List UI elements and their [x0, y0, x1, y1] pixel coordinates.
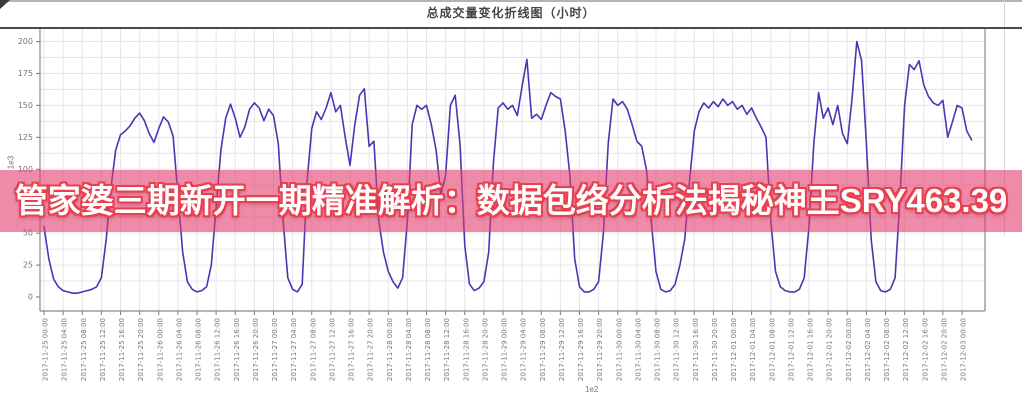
svg-text:2017-11-27 04:00: 2017-11-27 04:00 — [290, 318, 298, 381]
svg-text:100: 100 — [18, 165, 33, 174]
svg-text:2017-12-02 08:00: 2017-12-02 08:00 — [883, 318, 891, 381]
svg-text:2017-11-30 16:00: 2017-11-30 16:00 — [692, 318, 700, 381]
svg-text:2017-11-29 16:00: 2017-11-29 16:00 — [577, 318, 585, 381]
svg-text:2017-11-30 08:00: 2017-11-30 08:00 — [654, 318, 662, 381]
svg-text:2017-11-26 12:00: 2017-11-26 12:00 — [214, 318, 222, 381]
svg-text:125: 125 — [18, 133, 33, 142]
svg-text:200: 200 — [18, 37, 33, 46]
svg-text:2017-11-29 00:00: 2017-11-29 00:00 — [501, 318, 509, 381]
svg-text:2017-11-26 08:00: 2017-11-26 08:00 — [195, 318, 203, 381]
svg-text:2017-11-30 04:00: 2017-11-30 04:00 — [634, 318, 642, 381]
svg-text:2017-12-01 12:00: 2017-12-01 12:00 — [787, 318, 795, 381]
right-edge-line — [1004, 0, 1005, 236]
chart-title: 总成交量变化折线图（小时） — [426, 6, 596, 20]
svg-text:2017-11-25 00:00: 2017-11-25 00:00 — [42, 318, 50, 381]
svg-text:2017-12-01 00:00: 2017-12-01 00:00 — [730, 318, 738, 381]
svg-text:2017-11-29 20:00: 2017-11-29 20:00 — [596, 318, 604, 381]
svg-text:2017-11-30 20:00: 2017-11-30 20:00 — [711, 318, 719, 381]
svg-text:2017-11-27 08:00: 2017-11-27 08:00 — [309, 318, 317, 381]
svg-text:2017-11-27 20:00: 2017-11-27 20:00 — [367, 318, 375, 381]
svg-text:2017-12-03 00:00: 2017-12-03 00:00 — [960, 318, 968, 381]
svg-text:2017-11-28 04:00: 2017-11-28 04:00 — [405, 318, 413, 381]
svg-text:2017-11-28 12:00: 2017-11-28 12:00 — [443, 318, 451, 381]
corner-artifact — [0, 0, 10, 9]
svg-text:2017-11-25 12:00: 2017-11-25 12:00 — [99, 318, 107, 381]
svg-text:50: 50 — [23, 229, 33, 238]
svg-text:2017-11-26 04:00: 2017-11-26 04:00 — [175, 318, 183, 381]
svg-text:2017-11-26 20:00: 2017-11-26 20:00 — [252, 318, 260, 381]
promo-banner-text: 管家婆三期新开一期精准解析：数据包络分析法揭秘神王SRY463.39 — [14, 182, 1008, 219]
svg-text:2017-12-01 08:00: 2017-12-01 08:00 — [768, 318, 776, 381]
svg-text:175: 175 — [18, 69, 33, 78]
svg-text:2017-11-30 00:00: 2017-11-30 00:00 — [615, 318, 623, 381]
svg-text:2017-11-29 04:00: 2017-11-29 04:00 — [520, 318, 528, 381]
svg-text:25: 25 — [23, 261, 33, 270]
x-axis-offset-label: 1e2 — [585, 385, 599, 394]
svg-text:0: 0 — [28, 293, 33, 302]
svg-text:2017-11-27 16:00: 2017-11-27 16:00 — [348, 318, 356, 381]
top-edge-line — [0, 0, 1022, 2]
svg-text:2017-12-02 12:00: 2017-12-02 12:00 — [902, 318, 910, 381]
svg-text:2017-11-29 08:00: 2017-11-29 08:00 — [539, 318, 547, 381]
svg-text:150: 150 — [18, 101, 33, 110]
svg-text:2017-12-01 20:00: 2017-12-01 20:00 — [826, 318, 834, 381]
svg-text:2017-11-28 16:00: 2017-11-28 16:00 — [462, 318, 470, 381]
svg-text:2017-11-25 16:00: 2017-11-25 16:00 — [118, 318, 126, 381]
svg-text:2017-11-26 16:00: 2017-11-26 16:00 — [233, 318, 241, 381]
svg-text:2017-11-30 12:00: 2017-11-30 12:00 — [673, 318, 681, 381]
svg-text:2017-12-02 16:00: 2017-12-02 16:00 — [921, 318, 929, 381]
svg-text:2017-11-27 00:00: 2017-11-27 00:00 — [271, 318, 279, 381]
svg-text:2017-12-01 04:00: 2017-12-01 04:00 — [749, 318, 757, 381]
svg-text:2017-12-01 16:00: 2017-12-01 16:00 — [807, 318, 815, 381]
svg-text:2017-12-02 04:00: 2017-12-02 04:00 — [864, 318, 872, 381]
svg-text:2017-11-25 20:00: 2017-11-25 20:00 — [137, 318, 145, 381]
svg-text:2017-11-25 04:00: 2017-11-25 04:00 — [61, 318, 69, 381]
svg-text:2017-11-25 08:00: 2017-11-25 08:00 — [80, 318, 88, 381]
svg-text:2017-11-28 20:00: 2017-11-28 20:00 — [481, 318, 489, 381]
svg-text:2017-11-28 00:00: 2017-11-28 00:00 — [386, 318, 394, 381]
svg-text:2017-11-29 12:00: 2017-11-29 12:00 — [558, 318, 566, 381]
svg-text:2017-12-02 00:00: 2017-12-02 00:00 — [845, 318, 853, 381]
svg-text:2017-11-28 08:00: 2017-11-28 08:00 — [424, 318, 432, 381]
svg-text:2017-12-02 20:00: 2017-12-02 20:00 — [940, 318, 948, 381]
svg-text:2017-11-26 00:00: 2017-11-26 00:00 — [156, 318, 164, 381]
promo-banner-band — [0, 170, 1022, 232]
svg-text:2017-11-27 12:00: 2017-11-27 12:00 — [328, 318, 336, 381]
